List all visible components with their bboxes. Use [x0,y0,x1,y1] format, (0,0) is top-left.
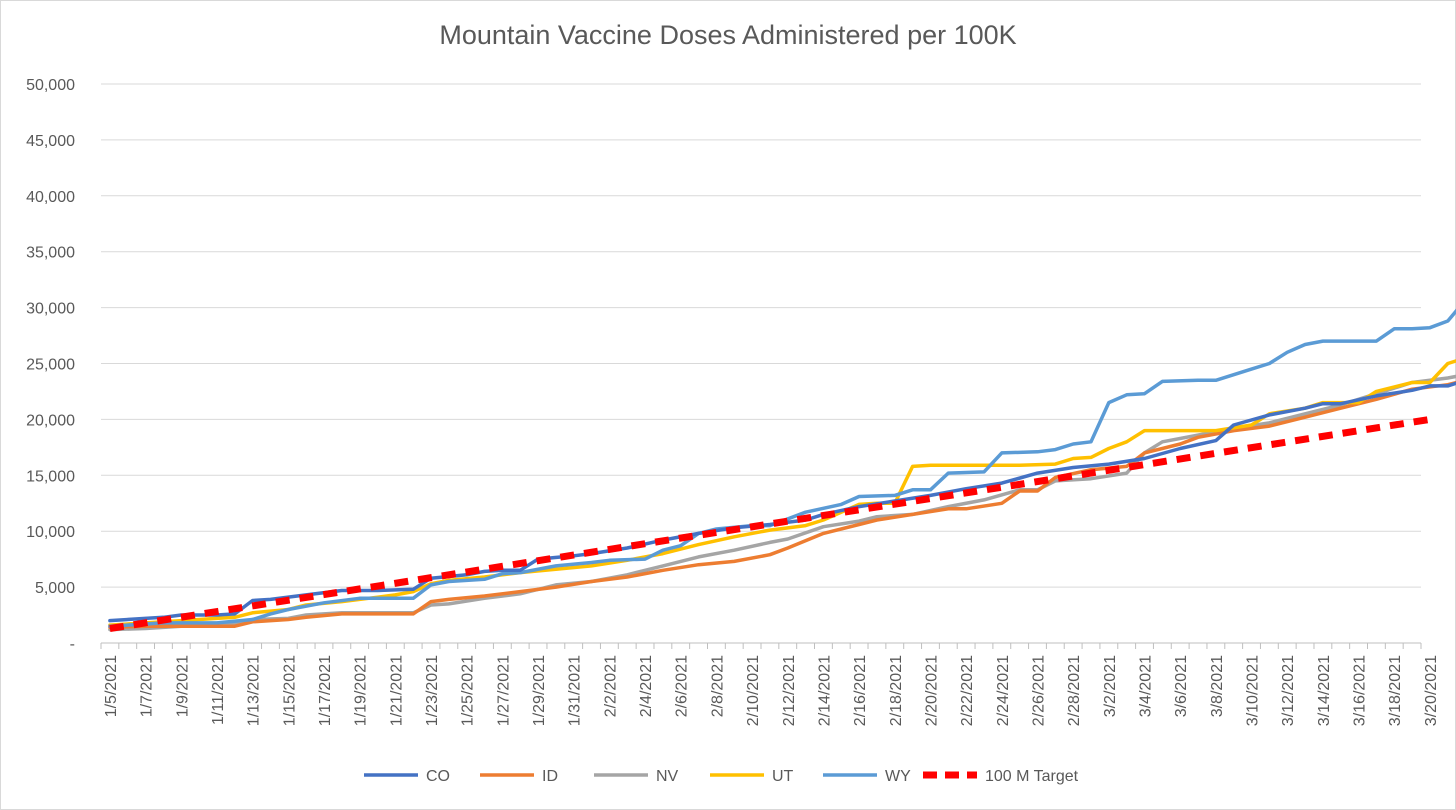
series-line-co [108,381,1456,623]
x-tick-label: 1/25/2021 [460,655,477,726]
y-tick-label: 50,000 [26,77,75,94]
x-tick-label: 1/13/2021 [246,655,263,726]
x-tick-label: 1/31/2021 [567,655,584,726]
x-tick-label: 3/10/2021 [1245,655,1262,726]
x-tick-label: 1/17/2021 [317,655,334,726]
legend-label: CO [426,768,450,785]
x-tick-label: 2/18/2021 [888,655,905,726]
x-tick-label: 3/2/2021 [1102,655,1119,717]
x-tick-label: 3/14/2021 [1316,655,1333,726]
x-tick-label: 2/6/2021 [674,655,691,717]
legend-label: 100 M Target [985,768,1079,785]
y-tick-label: 5,000 [35,580,75,597]
x-tick-label: 1/19/2021 [353,655,370,726]
x-tick-label: 2/2/2021 [602,655,619,717]
x-tick-label: 2/28/2021 [1066,655,1083,726]
x-tick-label: 1/21/2021 [388,655,405,726]
y-tick-label: 35,000 [26,245,75,262]
x-axis [100,642,1422,649]
x-tick-label: 2/26/2021 [1030,655,1047,726]
x-tick-label: 2/20/2021 [923,655,940,726]
y-tick-label: 20,000 [26,412,75,429]
series-line-ut [108,359,1456,627]
x-tick-label: 3/12/2021 [1280,655,1297,726]
y-axis-tick-labels: - 5,000 10,000 15,000 20,000 25,000 30,000 35,0… [26,77,75,653]
x-tick-label: 2/16/2021 [852,655,869,726]
x-tick-label: 1/23/2021 [424,655,441,726]
x-tick-label: 3/8/2021 [1209,655,1226,717]
x-tick-label: 2/24/2021 [995,655,1012,726]
y-tick-label: 25,000 [26,357,75,374]
x-axis-tick-labels: 1/5/2021 1/7/2021 1/9/2021 1/11/2021 1/13/20… [103,655,1440,726]
x-tick-label: 3/4/2021 [1138,655,1155,717]
x-tick-label: 1/29/2021 [531,655,548,726]
x-tick-label: 2/22/2021 [959,655,976,726]
x-tick-label: 2/14/2021 [816,655,833,726]
y-tick-label: 40,000 [26,189,75,206]
series-line-nv [108,374,1456,632]
y-tick-label: 15,000 [26,468,75,485]
x-tick-label: 1/11/2021 [210,655,227,725]
legend: CO ID NV UT WY 100 M Target [364,768,1079,785]
legend-label: NV [656,768,679,785]
x-tick-label: 3/6/2021 [1173,655,1190,717]
x-tick-label: 3/20/2021 [1423,655,1440,726]
series-lines [108,308,1456,632]
y-tick-label: 10,000 [26,524,75,541]
x-tick-label: 2/8/2021 [709,655,726,717]
x-tick-label: 2/12/2021 [781,655,798,726]
series-line-wy [108,308,1456,628]
x-tick-label: 3/18/2021 [1387,655,1404,726]
y-tick-label: - [70,636,75,653]
x-tick-label: 2/10/2021 [745,655,762,726]
y-tick-label: 30,000 [26,301,75,318]
series-line-100-m-target [109,415,1431,632]
gridlines [101,83,1421,588]
series-line-id [108,380,1456,630]
x-tick-label: 1/27/2021 [495,655,512,726]
chart-title: Mountain Vaccine Doses Administered per … [439,20,1017,50]
x-tick-label: 3/16/2021 [1352,655,1369,726]
x-tick-label: 1/7/2021 [139,655,156,717]
x-tick-label: 1/5/2021 [103,655,120,717]
legend-label: ID [542,768,558,785]
y-tick-label: 45,000 [26,133,75,150]
x-tick-label: 1/15/2021 [281,655,298,726]
legend-label: UT [772,768,794,785]
x-tick-label: 2/4/2021 [638,655,655,717]
legend-label: WY [885,768,911,785]
x-tick-label: 1/9/2021 [174,655,191,717]
